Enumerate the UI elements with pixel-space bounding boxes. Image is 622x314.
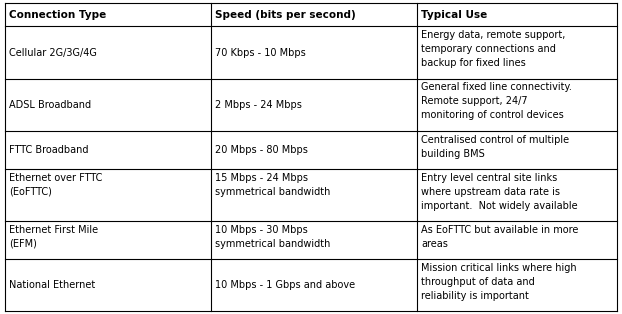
Text: Centralised control of multiple
building BMS: Centralised control of multiple building… xyxy=(421,135,569,159)
Text: As EoFTTC but available in more
areas: As EoFTTC but available in more areas xyxy=(421,225,578,249)
Text: Cellular 2G/3G/4G: Cellular 2G/3G/4G xyxy=(9,48,97,57)
Text: General fixed line connectivity.
Remote support, 24/7
monitoring of control devi: General fixed line connectivity. Remote … xyxy=(421,83,572,121)
Text: 20 Mbps - 80 Mbps: 20 Mbps - 80 Mbps xyxy=(215,145,308,155)
Text: 10 Mbps - 1 Gbps and above: 10 Mbps - 1 Gbps and above xyxy=(215,280,355,290)
Text: 15 Mbps - 24 Mbps
symmetrical bandwidth: 15 Mbps - 24 Mbps symmetrical bandwidth xyxy=(215,173,331,197)
Text: 70 Kbps - 10 Mbps: 70 Kbps - 10 Mbps xyxy=(215,48,306,57)
Text: Connection Type: Connection Type xyxy=(9,9,106,19)
Text: Entry level central site links
where upstream data rate is
important.  Not widel: Entry level central site links where ups… xyxy=(421,173,578,211)
Text: FTTC Broadband: FTTC Broadband xyxy=(9,145,89,155)
Text: Mission critical links where high
throughput of data and
reliability is importan: Mission critical links where high throug… xyxy=(421,263,577,301)
Text: National Ethernet: National Ethernet xyxy=(9,280,96,290)
Text: Energy data, remote support,
temporary connections and
backup for fixed lines: Energy data, remote support, temporary c… xyxy=(421,30,565,68)
Text: Ethernet over FTTC
(EoFTTC): Ethernet over FTTC (EoFTTC) xyxy=(9,173,103,197)
Text: ADSL Broadband: ADSL Broadband xyxy=(9,100,91,110)
Text: 2 Mbps - 24 Mbps: 2 Mbps - 24 Mbps xyxy=(215,100,302,110)
Text: Speed (bits per second): Speed (bits per second) xyxy=(215,9,356,19)
Text: 10 Mbps - 30 Mbps
symmetrical bandwidth: 10 Mbps - 30 Mbps symmetrical bandwidth xyxy=(215,225,331,249)
Text: Typical Use: Typical Use xyxy=(421,9,488,19)
Text: Ethernet First Mile
(EFM): Ethernet First Mile (EFM) xyxy=(9,225,98,249)
